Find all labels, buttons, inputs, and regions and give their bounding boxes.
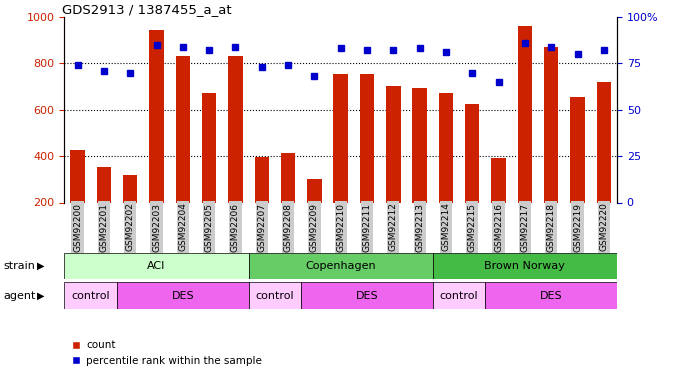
Bar [202, 93, 216, 202]
Text: GSM92201: GSM92201 [100, 202, 108, 252]
Bar [249, 253, 433, 279]
Text: control: control [71, 291, 110, 301]
Text: GSM92204: GSM92204 [178, 202, 187, 251]
Text: control: control [256, 291, 294, 301]
Bar [64, 282, 117, 309]
Bar [281, 153, 296, 203]
Text: GSM92203: GSM92203 [152, 202, 161, 252]
Bar [123, 175, 138, 202]
Text: GSM92214: GSM92214 [441, 202, 450, 251]
Text: GSM92202: GSM92202 [125, 202, 135, 251]
Text: GSM92213: GSM92213 [415, 202, 424, 252]
Text: DES: DES [172, 291, 194, 301]
Text: strain: strain [3, 261, 35, 271]
Text: DES: DES [540, 291, 563, 301]
Bar [149, 30, 164, 202]
Text: GSM92218: GSM92218 [546, 202, 556, 252]
Bar [485, 282, 617, 309]
Text: GSM92205: GSM92205 [205, 202, 214, 252]
Text: GSM92217: GSM92217 [521, 202, 530, 252]
Text: agent: agent [3, 291, 36, 301]
Bar [439, 93, 453, 202]
Text: GSM92212: GSM92212 [388, 202, 398, 251]
Bar [517, 26, 532, 202]
Bar [492, 158, 506, 203]
Bar [334, 74, 348, 202]
Text: GSM92200: GSM92200 [73, 202, 82, 252]
Bar [412, 88, 427, 202]
Text: GSM92215: GSM92215 [468, 202, 477, 252]
Bar [544, 47, 559, 202]
Bar [307, 179, 321, 203]
Text: GSM92207: GSM92207 [257, 202, 266, 252]
Text: Copenhagen: Copenhagen [305, 261, 376, 271]
Bar [71, 150, 85, 202]
Bar [97, 166, 111, 202]
Text: GSM92216: GSM92216 [494, 202, 503, 252]
Text: control: control [440, 291, 479, 301]
Bar [570, 97, 584, 202]
Text: GSM92209: GSM92209 [310, 202, 319, 252]
Bar [64, 253, 249, 279]
Bar [254, 157, 269, 203]
Text: DES: DES [356, 291, 378, 301]
Text: ACI: ACI [147, 261, 165, 271]
Bar [386, 87, 401, 202]
Bar [249, 282, 301, 309]
Text: GSM92208: GSM92208 [283, 202, 293, 252]
Bar [117, 282, 249, 309]
Bar [465, 104, 479, 202]
Text: GSM92211: GSM92211 [363, 202, 372, 252]
Text: GDS2913 / 1387455_a_at: GDS2913 / 1387455_a_at [62, 3, 231, 16]
Text: ▶: ▶ [37, 261, 45, 271]
Text: Brown Norway: Brown Norway [485, 261, 565, 271]
Legend: count, percentile rank within the sample: count, percentile rank within the sample [66, 336, 266, 370]
Bar [597, 82, 611, 203]
Bar [433, 282, 485, 309]
Bar [301, 282, 433, 309]
Text: GSM92220: GSM92220 [599, 202, 608, 251]
Bar [176, 56, 190, 202]
Text: GSM92210: GSM92210 [336, 202, 345, 252]
Text: ▶: ▶ [37, 291, 45, 301]
Bar [433, 253, 617, 279]
Bar [360, 74, 374, 202]
Text: GSM92206: GSM92206 [231, 202, 240, 252]
Bar [228, 56, 243, 202]
Text: GSM92219: GSM92219 [573, 202, 582, 252]
